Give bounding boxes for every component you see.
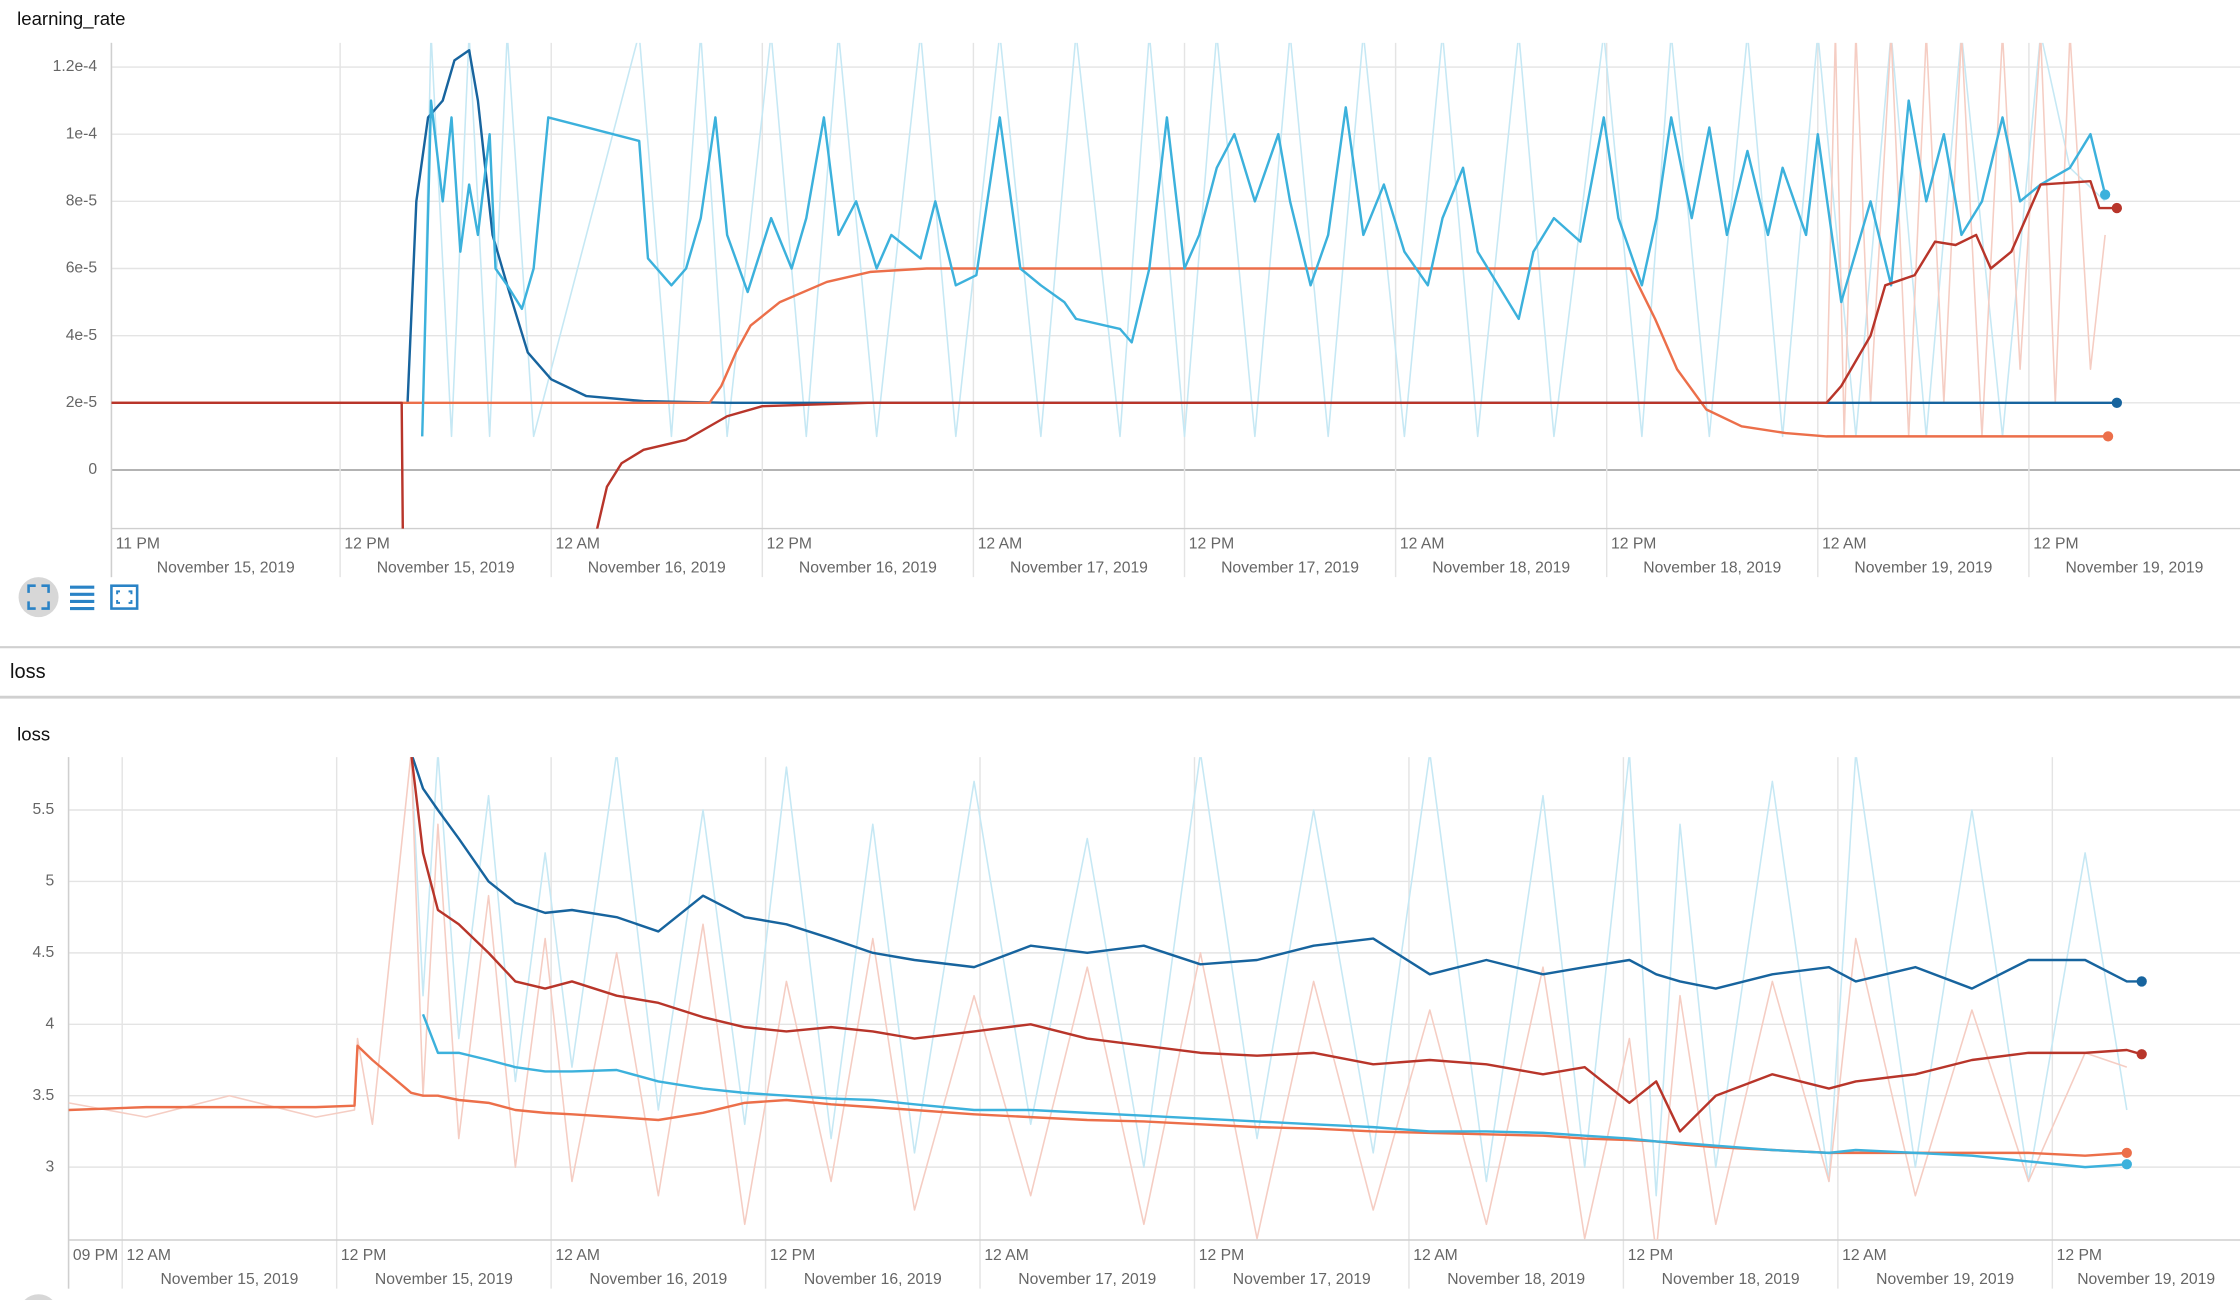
series-end-dot (2099, 189, 2111, 200)
x-tick-label: 12 AM (126, 1247, 171, 1264)
series-end-dot (2136, 1049, 2147, 1060)
plot-area (68, 757, 2143, 1240)
fullscreen-icon (27, 584, 50, 610)
series-line (410, 757, 2128, 1197)
y-tick-label: 4 (46, 1015, 55, 1032)
x-tick-label: 09 PM (73, 1247, 118, 1264)
x-tick-label: 12 PM (767, 535, 812, 552)
x-date-label: November 17, 2019 (1010, 560, 1148, 577)
x-date-label: November 17, 2019 (1018, 1271, 1156, 1288)
end-markers (2121, 976, 2147, 1170)
x-date-label: November 18, 2019 (1447, 1271, 1585, 1288)
fullscreen-button[interactable] (18, 577, 59, 618)
y-tick-label: 1.2e-4 (53, 58, 98, 75)
x-date-label: November 18, 2019 (1662, 1271, 1800, 1288)
x-date-label: November 18, 2019 (1432, 560, 1570, 577)
x-date-label: November 16, 2019 (804, 1271, 942, 1288)
x-tick-label: 12 PM (1189, 535, 1234, 552)
chart-title: learning_rate (17, 8, 125, 30)
x-date-label: November 17, 2019 (1233, 1271, 1371, 1288)
x-tick-label: 12 PM (770, 1247, 815, 1264)
series-line (421, 99, 2107, 437)
x-tick-label: 12 AM (978, 535, 1023, 552)
x-tick-label: 12 AM (1822, 535, 1867, 552)
y-tick-label: 3 (46, 1158, 55, 1175)
x-date-label: November 19, 2019 (1876, 1271, 2014, 1288)
series-line (410, 757, 2143, 1133)
series-end-dot (2121, 1159, 2132, 1170)
y-tick-label: 6e-5 (66, 260, 98, 277)
x-date-label: November 16, 2019 (589, 1271, 727, 1288)
chart: 0 2e-5 4e-5 6e-5 8e-5 1e-4 1.2e-4 11 PM November… (53, 42, 2240, 578)
chart-title: loss (17, 724, 50, 745)
y-tick-label: 4e-5 (66, 327, 98, 344)
x-date-label: November 19, 2019 (2077, 1271, 2215, 1288)
series-end-dot (2136, 976, 2147, 987)
x-tick-label: 12 PM (341, 1247, 386, 1264)
section-title[interactable]: loss (10, 661, 46, 683)
x-date-label: November 16, 2019 (799, 560, 937, 577)
x-tick-label: 12 AM (556, 535, 601, 552)
x-tick-label: 12 PM (1611, 535, 1656, 552)
y-tick-label: 1e-4 (66, 125, 98, 142)
x-tick-label: 12 PM (2057, 1247, 2102, 1264)
series-end-dot (2121, 1147, 2132, 1158)
x-date-label: November 15, 2019 (157, 560, 295, 577)
plot-area (111, 42, 2117, 529)
x-date-label: November 19, 2019 (2065, 560, 2203, 577)
x-tick-label: 12 PM (344, 535, 389, 552)
series-line (421, 1013, 2127, 1169)
y-tick-label: 2e-5 (66, 394, 98, 411)
series-end-dot (2102, 431, 2114, 442)
x-tick-label: 12 AM (1842, 1247, 1887, 1264)
x-tick-label: 12 AM (1413, 1247, 1458, 1264)
log-scale-button[interactable] (70, 585, 95, 611)
x-date-label: November 15, 2019 (377, 560, 515, 577)
x-tick-label: 12 PM (1628, 1247, 1673, 1264)
y-tick-label: 5 (46, 873, 55, 890)
chart: 3 3.5 4 4.5 5 5.5 09 PM 12 AM November 15, 2019 1… (32, 757, 2240, 1289)
x-tick-label: 12 PM (1199, 1247, 1244, 1264)
y-tick-label: 5.5 (32, 801, 54, 818)
x-date-label: November 15, 2019 (375, 1271, 513, 1288)
series-line (421, 42, 2106, 438)
series-line (411, 757, 2142, 990)
x-tick-label: 11 PM (116, 535, 160, 552)
series-line (111, 179, 2117, 529)
end-markers (2099, 189, 2123, 442)
x-date-label: November 19, 2019 (1854, 560, 1992, 577)
x-tick-label: 12 AM (555, 1247, 600, 1264)
x-date-label: November 15, 2019 (160, 1271, 298, 1288)
fullscreen-button[interactable] (19, 1294, 59, 1300)
series-end-dot (2111, 202, 2123, 214)
y-tick-label: 4.5 (32, 944, 54, 961)
y-tick-label: 3.5 (32, 1087, 54, 1104)
series-line (1825, 42, 2106, 438)
chart-toolbar (18, 577, 139, 618)
x-tick-label: 12 AM (984, 1247, 1029, 1264)
x-tick-label: 12 PM (2033, 535, 2078, 552)
series-end-dot (2111, 397, 2123, 408)
series-line (68, 757, 2128, 1240)
x-date-label: November 17, 2019 (1221, 560, 1359, 577)
x-date-label: November 16, 2019 (588, 560, 726, 577)
fit-domain-button[interactable] (110, 584, 139, 610)
x-tick-label: 12 AM (1400, 535, 1445, 552)
series-line (111, 267, 2109, 438)
y-tick-label: 0 (88, 461, 97, 478)
y-tick-label: 8e-5 (66, 193, 98, 210)
x-date-label: November 18, 2019 (1643, 560, 1781, 577)
